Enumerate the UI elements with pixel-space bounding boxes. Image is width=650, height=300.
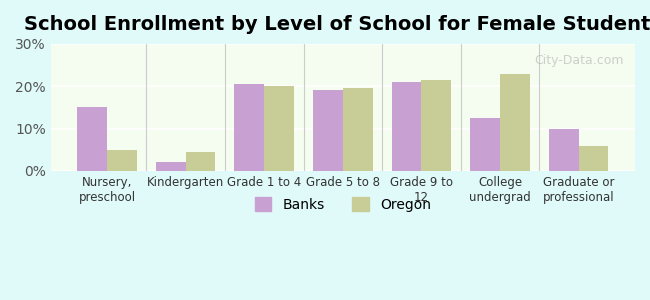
Bar	[77, 107, 107, 171]
Title: School Enrollment by Level of School for Female Students: School Enrollment by Level of School for…	[24, 15, 650, 34]
Bar	[421, 80, 451, 171]
Bar	[235, 84, 264, 171]
Bar	[186, 152, 216, 171]
Bar	[549, 129, 578, 171]
Bar	[578, 146, 608, 171]
Bar	[391, 82, 421, 171]
Bar	[500, 74, 530, 171]
Text: City-Data.com: City-Data.com	[534, 54, 623, 67]
Bar	[313, 91, 343, 171]
Bar	[156, 163, 186, 171]
Bar	[470, 118, 500, 171]
Bar	[264, 86, 294, 171]
Bar	[343, 88, 372, 171]
Legend: Banks, Oregon: Banks, Oregon	[249, 191, 437, 217]
Bar	[107, 150, 137, 171]
